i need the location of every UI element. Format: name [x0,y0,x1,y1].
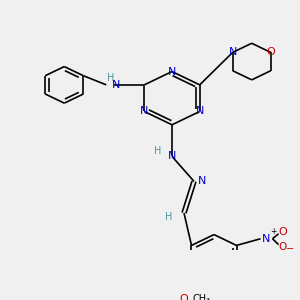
Text: O: O [266,47,275,57]
Text: H: H [165,212,173,222]
Text: N: N [168,152,176,161]
Text: O: O [278,242,286,252]
Text: N: N [229,47,237,57]
Text: N: N [168,67,176,76]
Text: O: O [278,227,287,237]
Text: N: N [196,106,204,116]
Text: N: N [112,80,121,90]
Text: CH₃: CH₃ [192,294,211,300]
Text: H: H [154,146,162,156]
Text: N: N [140,106,148,116]
Text: N: N [262,234,271,244]
Text: O: O [179,294,188,300]
Text: N: N [198,176,206,186]
Text: +: + [270,227,277,236]
Text: H: H [106,73,114,83]
Text: −: − [286,244,295,254]
